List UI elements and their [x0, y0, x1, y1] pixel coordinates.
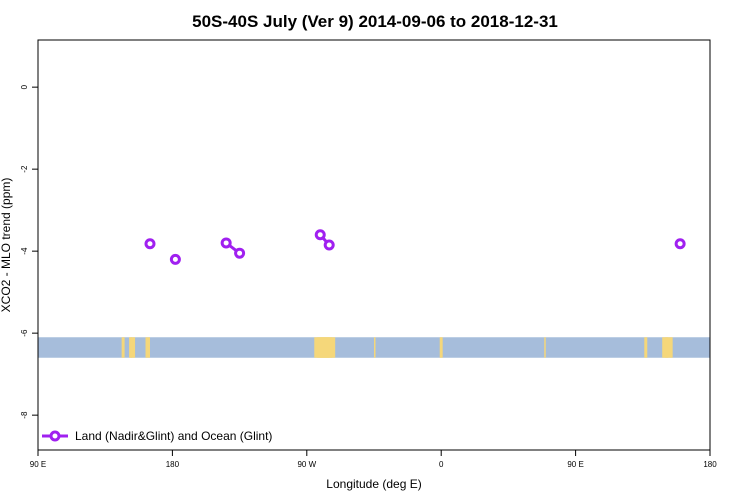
land-patch: [121, 337, 125, 358]
data-point: [169, 253, 181, 265]
y-tick-label: -6: [20, 329, 29, 337]
x-tick-label: 90 W: [297, 460, 316, 469]
land-patch: [644, 337, 648, 358]
y-tick-label: -2: [20, 165, 29, 173]
data-point: [144, 238, 156, 250]
latitude-band: [38, 337, 710, 358]
y-tick-label: -4: [20, 247, 29, 255]
legend-label: Land (Nadir&Glint) and Ocean (Glint): [75, 429, 272, 443]
y-tick-label: -8: [20, 411, 29, 419]
x-tick-label: 90 E: [567, 460, 583, 469]
legend: Land (Nadir&Glint) and Ocean (Glint): [42, 429, 272, 443]
land-patch: [130, 337, 136, 358]
x-axis-label: Longitude (deg E): [326, 477, 421, 491]
legend-marker: [49, 430, 61, 442]
x-tick-label: 180: [166, 460, 180, 469]
land-patch: [665, 337, 673, 358]
plot-area: [37, 39, 711, 451]
land-patch: [145, 337, 150, 358]
data-point: [323, 239, 335, 251]
land-patch: [662, 337, 669, 358]
land-patch: [544, 337, 546, 358]
x-axis: 90 E 180 90 W 0 90 E 180: [30, 450, 717, 469]
x-tick-label: 0: [439, 460, 444, 469]
data-point: [234, 247, 246, 259]
plot-frame: [37, 39, 711, 451]
data-point: [674, 238, 686, 250]
land-patch: [374, 337, 376, 358]
y-tick-label: 0: [20, 84, 29, 89]
land-patch: [439, 337, 443, 358]
y-axis-label: XCO2 - MLO trend (ppm): [0, 178, 13, 313]
y-axis: 0 -2 -4 -6 -8: [20, 84, 38, 419]
data-point: [220, 237, 232, 249]
x-tick-label: 180: [703, 460, 717, 469]
data-point: [314, 229, 326, 241]
land-patch: [317, 337, 336, 358]
series-points: [144, 229, 686, 265]
x-tick-label: 90 E: [30, 460, 46, 469]
chart-title: 50S-40S July (Ver 9) 2014-09-06 to 2018-…: [192, 12, 558, 31]
